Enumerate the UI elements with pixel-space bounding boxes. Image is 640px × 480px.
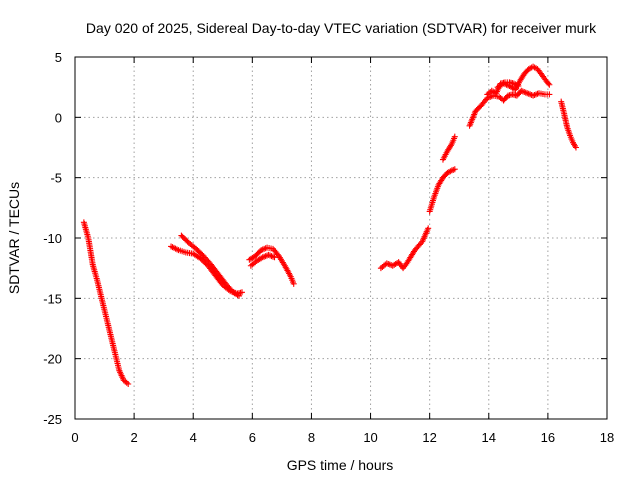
y-tick-label: 5 xyxy=(55,50,62,65)
data-point xyxy=(546,91,553,98)
x-axis-label: GPS time / hours xyxy=(287,457,394,473)
x-tick-label: 4 xyxy=(190,430,197,445)
data-point xyxy=(238,289,245,296)
x-tick-label: 12 xyxy=(422,430,436,445)
data-point xyxy=(271,254,278,261)
y-axis-label: SDTVAR / TECUs xyxy=(6,182,22,294)
x-tick-label: 14 xyxy=(482,430,496,445)
data-point xyxy=(451,166,458,173)
x-tick-label: 6 xyxy=(249,430,256,445)
data-point xyxy=(451,133,458,140)
data-point xyxy=(274,251,281,258)
x-tick-label: 8 xyxy=(308,430,315,445)
data-point xyxy=(515,82,522,89)
y-tick-label: 0 xyxy=(55,110,62,125)
x-tick-label: 2 xyxy=(130,430,137,445)
x-tick-label: 18 xyxy=(600,430,614,445)
data-point xyxy=(268,253,275,260)
chart-title: Day 020 of 2025, Sidereal Day-to-day VTE… xyxy=(86,20,597,36)
data-point xyxy=(418,240,425,247)
x-tick-label: 0 xyxy=(71,430,78,445)
data-point xyxy=(125,381,132,388)
y-tick-label: -15 xyxy=(43,291,62,306)
axis-ticks: 0 2 4 6 8 10 12 14 16 18 5 0 -5 -10 -15 -20 -25 xyxy=(43,50,614,445)
data-point xyxy=(290,280,297,287)
x-tick-label: 10 xyxy=(363,430,377,445)
y-tick-label: -5 xyxy=(50,171,62,186)
data-points xyxy=(80,63,579,388)
grid-lines xyxy=(75,57,607,419)
data-point xyxy=(572,144,579,151)
data-point xyxy=(447,142,454,149)
y-tick-label: -20 xyxy=(43,352,62,367)
data-point xyxy=(425,225,432,232)
data-point xyxy=(545,80,552,87)
data-point xyxy=(236,292,243,299)
data-point xyxy=(546,81,553,88)
y-tick-label: -10 xyxy=(43,231,62,246)
data-point xyxy=(533,91,540,98)
y-tick-label: -25 xyxy=(43,412,62,427)
x-tick-label: 16 xyxy=(541,430,555,445)
